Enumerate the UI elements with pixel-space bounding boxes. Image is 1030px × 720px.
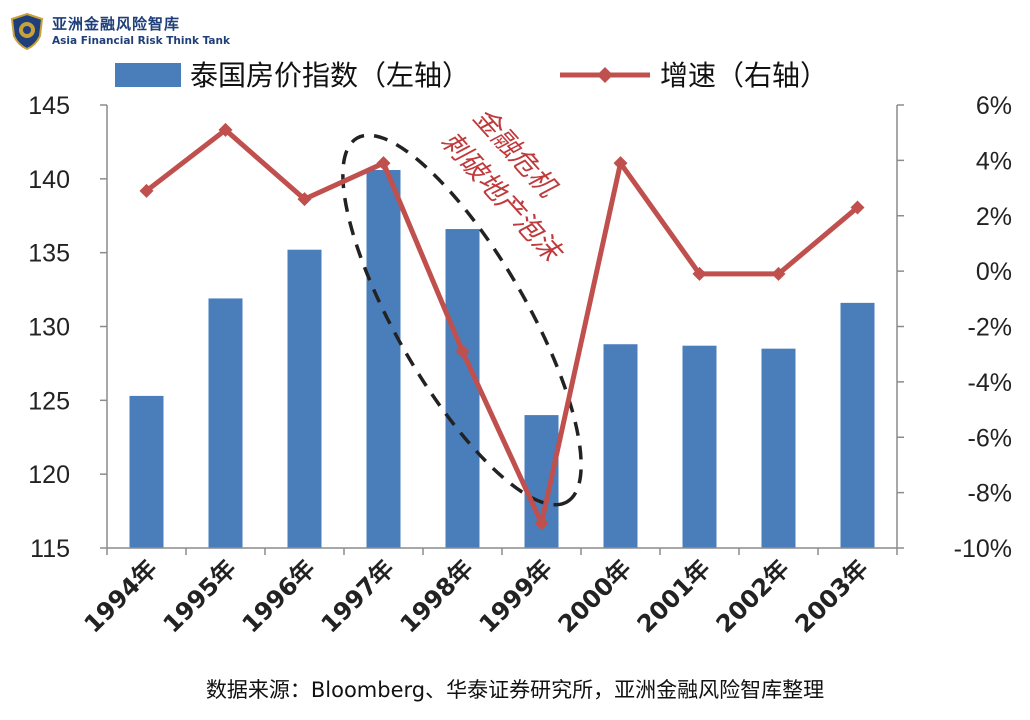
legend-bar-swatch: [115, 63, 181, 87]
legend-line-label: 增速（右轴）: [660, 59, 828, 92]
x-tick-label: 1996年: [237, 554, 321, 638]
brand-name-zh: 亚洲金融风险智库: [52, 15, 181, 33]
right-tick-label: -10%: [954, 535, 1012, 563]
growth-marker-1998年: [455, 344, 470, 359]
growth-marker-1994年: [139, 183, 154, 198]
left-tick-label: 145: [28, 92, 70, 120]
x-tick-label: 1999年: [474, 554, 558, 638]
bar-2003年: [840, 302, 875, 548]
right-tick-label: 2%: [976, 203, 1012, 231]
x-tick-label: 1994年: [79, 554, 163, 638]
bar-1995年: [208, 298, 243, 548]
right-tick-label: -4%: [968, 369, 1012, 397]
bar-1994年: [129, 395, 164, 548]
right-tick-label: -2%: [968, 314, 1012, 342]
bar-1996年: [287, 249, 322, 549]
bar-2000年: [603, 344, 638, 548]
bar-2002年: [761, 348, 796, 548]
crisis-highlight-ellipse: [341, 133, 583, 507]
x-tick-label: 1997年: [316, 554, 400, 638]
x-tick-label: 2002年: [711, 554, 795, 638]
brand-name-en: Asia Financial Risk Think Tank: [52, 35, 230, 47]
brand-header: 亚洲金融风险智库 Asia Financial Risk Think Tank: [8, 10, 238, 54]
x-tick-label: 1995年: [158, 554, 242, 638]
growth-marker-2001年: [692, 266, 707, 281]
growth-marker-2002年: [771, 266, 786, 281]
growth-line: [144, 127, 860, 526]
right-tick-label: -8%: [968, 480, 1012, 508]
growth-marker-1995年: [218, 122, 233, 137]
left-tick-label: 115: [30, 535, 70, 563]
right-tick-label: 4%: [976, 147, 1012, 175]
growth-marker-1997年: [376, 156, 391, 171]
growth-marker-1999年: [534, 516, 549, 531]
right-tick-label: 6%: [976, 92, 1012, 120]
right-tick-label: -6%: [968, 424, 1012, 452]
shield-logo-icon: [10, 12, 44, 50]
bar-1997年: [366, 169, 401, 548]
growth-marker-2003年: [850, 200, 865, 215]
x-tick-label: 2000年: [553, 554, 637, 638]
left-tick-label: 120: [28, 461, 70, 489]
left-tick-label: 125: [28, 387, 70, 415]
x-tick-label: 1998年: [395, 554, 479, 638]
legend-line-marker: [597, 67, 613, 83]
growth-marker-1996年: [297, 192, 312, 207]
bar-2001年: [682, 345, 717, 548]
bar-1998年: [445, 229, 480, 549]
x-tick-label: 2003年: [790, 554, 874, 638]
right-tick-label: 0%: [976, 258, 1012, 286]
growth-marker-2000年: [613, 156, 628, 171]
combo-chart: 115 120 125 130 135 140 145 -10% -8% -6% -4% -2% 0% 2…: [28, 59, 1012, 638]
left-tick-label: 130: [28, 314, 70, 342]
left-tick-label: 135: [28, 240, 70, 268]
source-note: 数据来源：Bloomberg、华泰证券研究所，亚洲金融风险智库整理: [205, 678, 825, 702]
x-tick-label: 2001年: [632, 554, 716, 638]
legend-bar-label: 泰国房价指数（左轴）: [190, 59, 470, 92]
left-tick-label: 140: [28, 166, 70, 194]
